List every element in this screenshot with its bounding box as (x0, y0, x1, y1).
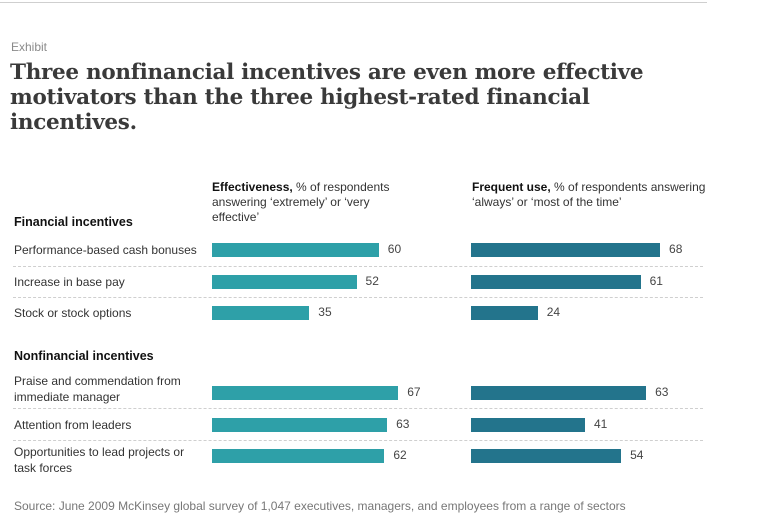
effectiveness-bar (212, 449, 385, 463)
frequent-use-bar (471, 449, 622, 463)
effectiveness-value-label: 62 (393, 448, 407, 462)
frequent-use-value-label: 63 (655, 385, 669, 399)
effectiveness-header-bold: Effectiveness, (212, 180, 293, 194)
section-financial: Financial incentives (14, 215, 133, 229)
frequent-use-column-header: Frequent use, % of respondents answering… (472, 180, 712, 210)
category-label: Attention from leaders (14, 418, 132, 432)
frequent-use-value-label: 61 (649, 274, 663, 288)
row-divider (13, 408, 703, 409)
frequent-use-value-label: 54 (630, 448, 644, 462)
frequent-use-value-label: 24 (546, 305, 561, 319)
frequent-use-header-bold: Frequent use, (472, 180, 551, 194)
effectiveness-value-label: 67 (407, 385, 421, 399)
frequent-use-bar (471, 386, 647, 400)
frequent-use-bar (471, 275, 641, 289)
effectiveness-header-desc: % of respondents answering ‘extremely’ o… (212, 180, 390, 224)
category-label: Performance-based cash bonuses (14, 243, 197, 257)
category-label: Praise and commendation from immediate m… (14, 374, 181, 404)
effectiveness-value-label: 35 (318, 305, 332, 319)
effectiveness-bar (212, 386, 399, 400)
frequent-use-value-label: 41 (593, 417, 608, 431)
effectiveness-value-label: 52 (365, 274, 379, 288)
frequent-use-bar (471, 243, 661, 257)
effectiveness-bar (212, 243, 379, 257)
category-label: Increase in base pay (14, 275, 125, 289)
source-note: Source: June 2009 McKinsey global survey… (14, 499, 626, 513)
effectiveness-bar (212, 418, 388, 432)
exhibit-label: Exhibit (11, 40, 48, 54)
row-divider (13, 440, 703, 441)
effectiveness-value-label: 63 (396, 417, 410, 431)
row-divider (13, 297, 703, 298)
row-divider (13, 266, 703, 267)
frequent-use-bar (471, 306, 538, 320)
effectiveness-value-label: 60 (387, 242, 402, 256)
frequent-use-header-desc: % of respondents answering ‘always’ or ‘… (472, 180, 706, 209)
category-label: Stock or stock options (14, 306, 132, 320)
effectiveness-bar (212, 306, 310, 320)
top-rule (0, 2, 707, 3)
effectiveness-column-header: Effectiveness, % of respondents answerin… (212, 180, 412, 225)
category-label: Opportunities to lead projects or task f… (14, 445, 185, 475)
frequent-use-bar (471, 418, 585, 432)
effectiveness-bar (212, 275, 357, 289)
frequent-use-value-label: 68 (669, 242, 683, 256)
chart-title: Three nonfinancial incentives are even m… (10, 60, 644, 135)
section-nonfinancial: Nonfinancial incentives (14, 349, 154, 363)
